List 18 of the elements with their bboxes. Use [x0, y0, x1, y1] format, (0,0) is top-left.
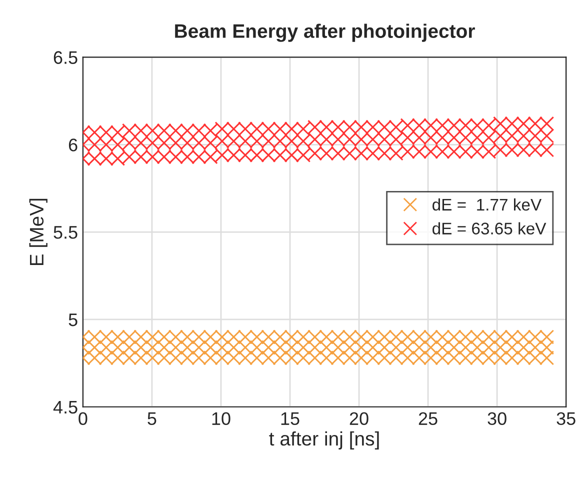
y-tick-label: 5.5 [54, 226, 78, 239]
x-tick-label: 35 [556, 412, 576, 426]
x-tick-label: 20 [350, 412, 368, 426]
y-axis-title: E [MeV] [29, 198, 48, 266]
y-tick-label: 4.5 [53, 401, 78, 414]
y-tick-label: 5 [68, 314, 78, 326]
chart-title: Beam Energy after photoinjector [175, 24, 475, 42]
y-tick-label: 6.5 [54, 51, 78, 64]
x-tick-label: 0 [78, 412, 88, 426]
x-tick-label: 5 [148, 412, 156, 426]
x-tick-label: 10 [212, 412, 230, 426]
x-axis-title: t after inj [ns] [269, 431, 379, 450]
x-tick-label: 15 [281, 412, 300, 426]
legend-label: dE = 1.77 keV [432, 198, 542, 211]
legend-label: dE = 63.65 keV [432, 222, 546, 234]
y-tick-label: 6 [68, 138, 78, 152]
x-tick-label: 30 [488, 412, 506, 426]
x-tick-label: 25 [418, 412, 438, 426]
